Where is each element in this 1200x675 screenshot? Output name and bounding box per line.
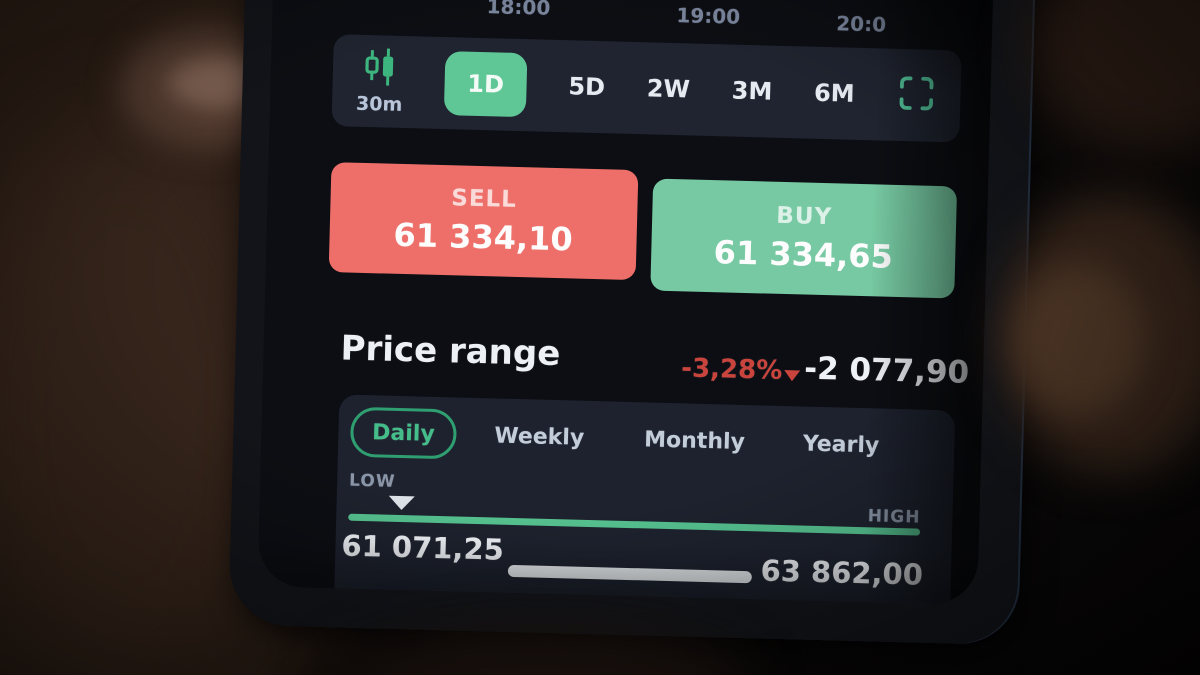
- trading-app-screen: 18:00 19:00 20:0: [257, 0, 995, 606]
- fullscreen-icon: [897, 74, 936, 117]
- thumb-right: [1000, 195, 1200, 475]
- sell-button[interactable]: SELL 61 334,10: [328, 162, 639, 281]
- tab-1d-selected[interactable]: 1D: [443, 51, 528, 118]
- time-tick: 20:0: [836, 11, 887, 37]
- price-range-title: Price range: [340, 328, 561, 375]
- fullscreen-button[interactable]: [896, 75, 937, 116]
- finger-top-right: [1030, 0, 1200, 150]
- tab-weekly[interactable]: Weekly: [494, 422, 585, 451]
- tab-2w[interactable]: 2W: [646, 74, 691, 104]
- buy-label: BUY: [775, 202, 833, 231]
- triangle-down-icon: [783, 370, 801, 382]
- interval-label: 30m: [355, 92, 403, 116]
- range-period-tabs: Daily Weekly Monthly Yearly: [349, 406, 880, 471]
- tab-5d[interactable]: 5D: [568, 72, 606, 102]
- high-label: HIGH: [867, 506, 921, 528]
- change-percent: -3,28%: [680, 353, 783, 386]
- interval-selector-30m[interactable]: 30m: [356, 47, 404, 115]
- phone: 18:00 19:00 20:0: [228, 0, 1036, 646]
- timeframe-toolbar: 30m 1D 5D 2W 3M 6M: [331, 34, 962, 143]
- thumb-highlight: [1015, 265, 1145, 415]
- tab-6m[interactable]: 6M: [813, 78, 856, 108]
- hand-bottom: [330, 630, 750, 675]
- tab-3m[interactable]: 3M: [731, 76, 773, 106]
- current-price-marker-icon: [388, 495, 415, 511]
- time-tick: 19:00: [676, 3, 741, 29]
- low-value: 61 071,25: [341, 528, 505, 567]
- tab-monthly[interactable]: Monthly: [643, 426, 746, 455]
- candlestick-icon: [363, 47, 398, 92]
- sell-label: SELL: [450, 185, 518, 213]
- sell-price: 61 334,10: [393, 215, 574, 259]
- change-value: -2 077,90: [803, 350, 970, 391]
- time-tick: 18:00: [486, 0, 551, 20]
- low-label: LOW: [348, 470, 396, 492]
- tab-yearly[interactable]: Yearly: [802, 431, 880, 459]
- high-value: 63 862,00: [760, 553, 924, 592]
- buy-button[interactable]: BUY 61 334,65: [650, 178, 958, 299]
- buy-price: 61 334,65: [713, 233, 894, 276]
- tab-daily-selected[interactable]: Daily: [349, 406, 458, 460]
